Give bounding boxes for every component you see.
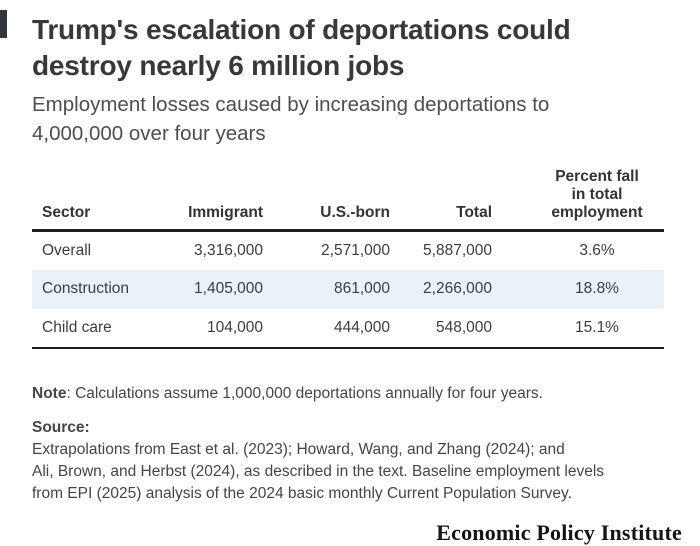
- source-text: Source: Extrapolations from East et al. …: [32, 417, 668, 505]
- table-row-overall: Overall 3,316,000 2,571,000 5,887,000 3.…: [32, 231, 664, 270]
- column-header-percent-fall: Percent fall in total employment: [494, 164, 664, 232]
- page-title-line-1: Trump's escalation of deportations could: [32, 14, 571, 45]
- note-label: Note: [32, 384, 67, 402]
- page-title-line-2: destroy nearly 6 million jobs: [32, 50, 405, 81]
- cell-us-born: 444,000: [265, 308, 392, 349]
- cell-immigrant: 104,000: [177, 308, 265, 349]
- column-header-immigrant: Immigrant: [177, 164, 265, 232]
- footer: Economic Policy Institute: [32, 520, 682, 546]
- source-label: Source:: [32, 418, 90, 436]
- source-line-1: Extrapolations from East et al. (2023); …: [32, 440, 565, 458]
- source-line-2: Ali, Brown, and Herbst (2024), as descri…: [32, 462, 605, 480]
- cell-us-born: 2,571,000: [321, 241, 390, 259]
- table-row-construction: Construction 1,405,000 861,000 2,266,000…: [32, 269, 664, 309]
- cell-immigrant: 3,316,000: [194, 241, 263, 259]
- note-body: : Calculations assume 1,000,000 deportat…: [66, 384, 543, 402]
- column-header-percent-line-2: in total: [571, 186, 623, 203]
- column-header-us-born: U.S.-born: [265, 164, 392, 232]
- column-header-percent-line-1: Percent fall: [555, 168, 639, 185]
- cell-sector: Overall: [42, 241, 92, 259]
- epi-figure: { "header": { "title_line1": "Trump's es…: [0, 10, 682, 545]
- cell-percent: 3.6%: [579, 241, 615, 259]
- page-title: Trump's escalation of deportations could…: [32, 12, 668, 84]
- column-header-total: Total: [392, 164, 494, 232]
- page-subtitle-line-2: 4,000,000 over four years: [32, 122, 266, 145]
- cell-total: 5,887,000: [423, 241, 492, 259]
- epi-brand-wordmark: Economic Policy Institute: [436, 519, 682, 545]
- cell-percent: 15.1%: [494, 308, 664, 349]
- cell-immigrant: 1,405,000: [194, 280, 263, 297]
- column-header-sector: Sector: [32, 164, 177, 232]
- note-text: Note: Calculations assume 1,000,000 depo…: [32, 383, 668, 405]
- cell-percent: 18.8%: [575, 280, 619, 297]
- column-header-percent-line-3: employment: [551, 204, 643, 221]
- cell-sector: Child care: [32, 308, 177, 349]
- page-subtitle-line-1: Employment losses caused by increasing d…: [32, 93, 550, 116]
- cell-sector: Construction: [42, 280, 130, 297]
- cell-us-born: 861,000: [333, 280, 390, 297]
- source-line-3: from EPI (2025) analysis of the 2024 bas…: [32, 484, 572, 502]
- cell-total: 548,000: [392, 308, 494, 349]
- cell-total: 2,266,000: [423, 280, 492, 297]
- table-header-row: Sector Immigrant U.S.-born Total Percent…: [32, 164, 664, 232]
- corner-accent-mark: [0, 10, 7, 38]
- table-row-child-care: Child care 104,000 444,000 548,000 15.1%: [32, 308, 664, 349]
- page-subtitle: Employment losses caused by increasing d…: [32, 90, 668, 148]
- employment-losses-table: Sector Immigrant U.S.-born Total Percent…: [32, 164, 664, 349]
